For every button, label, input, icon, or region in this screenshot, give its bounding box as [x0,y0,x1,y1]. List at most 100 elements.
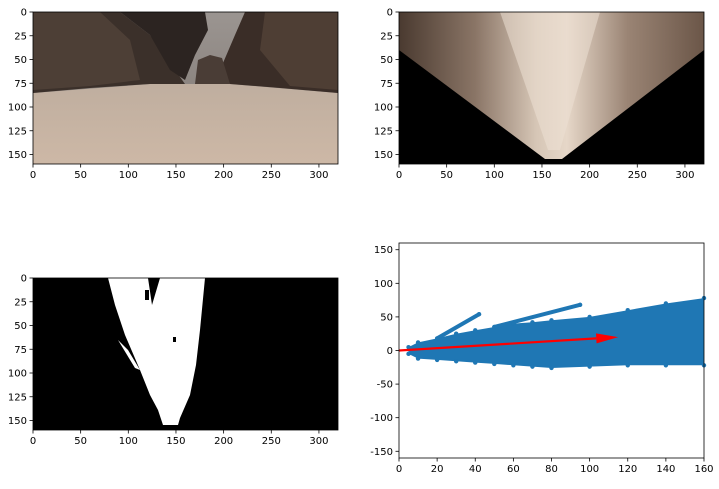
y-tick-label: 100 [374,103,393,114]
x-tick-label: 0 [30,436,36,447]
scatter-point [587,364,592,369]
y-tick-label: 150 [8,416,27,427]
y-tick-label: 0 [21,8,27,19]
y-tick-label: 50 [14,55,27,66]
x-tick-label: 160 [694,464,713,475]
scatter-point [625,307,630,313]
y-tick-label: -150 [370,447,393,458]
scatter-point [549,318,554,323]
x-tick-label: 140 [656,464,675,475]
scatter-point [473,328,478,333]
x-tick-label: 0 [396,170,402,181]
x-tick-label: 50 [74,436,87,447]
x-tick-label: 50 [74,170,87,181]
scatter-point [549,365,554,371]
mean-direction-arrow-shaft [398,337,597,352]
x-tick-label: 150 [532,170,551,181]
scatter-point [577,302,583,308]
navigable-pixels-scatter [408,298,704,368]
scatter-point [511,363,516,368]
x-tick-label: 250 [628,170,647,181]
camera-image-ground [33,84,338,164]
scatter-point [476,312,482,317]
x-tick-label: 100 [485,170,504,181]
x-tick-label: 120 [618,464,637,475]
x-tick-label: 250 [262,170,281,181]
y-tick-label: 100 [374,279,393,290]
y-tick-label: 0 [387,346,393,357]
y-tick-label: 75 [14,79,27,90]
camera-image-center-rock [120,12,208,80]
x-tick-label: 300 [675,170,694,181]
x-tick-label: 200 [580,170,599,181]
x-tick-label: 40 [469,464,482,475]
y-tick-label: 50 [380,55,393,66]
y-tick-label: 150 [374,245,393,256]
scatter-point [434,336,440,341]
x-tick-label: 300 [309,436,328,447]
x-tick-label: 20 [431,464,444,475]
scatter-point [453,331,459,336]
threshold-navigable-streak [118,340,140,370]
threshold-hole [145,290,149,300]
scatter-point [492,324,497,330]
x-tick-label: 150 [166,170,185,181]
scatter-point [663,363,669,368]
scatter-point [625,363,630,368]
threshold-navigable-streak [150,360,160,380]
x-tick-label: 0 [396,464,402,475]
scatter-point [473,360,478,365]
y-tick-label: 150 [8,150,27,161]
scatter-point [587,314,592,320]
y-tick-label: 125 [8,392,27,403]
y-tick-label: 0 [21,274,27,285]
x-tick-label: 80 [545,464,558,475]
scatter-point [406,351,411,357]
camera-image-far-rock [195,55,230,84]
scatter-point [453,359,459,364]
navigable-pixels-streak [492,302,583,329]
y-tick-label: 75 [380,79,393,90]
y-tick-label: 100 [8,369,27,380]
scatter-point [415,340,421,345]
x-tick-label: 60 [507,464,520,475]
camera-image-right-rock-shade [260,12,338,90]
y-tick-label: 50 [380,312,393,323]
y-tick-label: 0 [387,8,393,19]
threshold-image-panel [32,277,339,431]
scatter-point [511,321,516,326]
y-tick-label: 125 [8,126,27,137]
x-tick-label: 100 [119,170,138,181]
scatter-point [530,320,535,325]
y-tick-label: 125 [374,126,393,137]
x-tick-label: 0 [30,170,36,181]
x-tick-label: 200 [214,436,233,447]
scatter-point [415,356,421,361]
scatter-point [434,357,440,363]
y-tick-label: 25 [380,31,393,42]
x-tick-label: 250 [262,436,281,447]
y-tick-label: 50 [14,321,27,332]
scatter-point [663,301,669,306]
y-tick-label: 25 [14,31,27,42]
threshold-navigable-region [108,278,205,425]
y-tick-label: 75 [14,345,27,356]
y-tick-label: 150 [374,150,393,161]
mean-direction-arrow-head [595,333,619,344]
navigable-pixels-streak [435,312,482,341]
scatter-point [530,364,535,369]
y-tick-label: 100 [8,103,27,114]
x-tick-label: 100 [119,436,138,447]
warped-image-panel [398,11,705,165]
x-tick-label: 50 [440,170,453,181]
rover-coords-panel [398,242,707,459]
plot-frame [398,11,705,165]
scatter-point [406,344,411,350]
plot-frame [32,11,339,165]
x-tick-label: 200 [214,170,233,181]
y-tick-label: -100 [370,413,393,424]
x-tick-label: 300 [309,170,328,181]
threshold-hole [173,337,176,342]
scatter-point [492,361,497,367]
